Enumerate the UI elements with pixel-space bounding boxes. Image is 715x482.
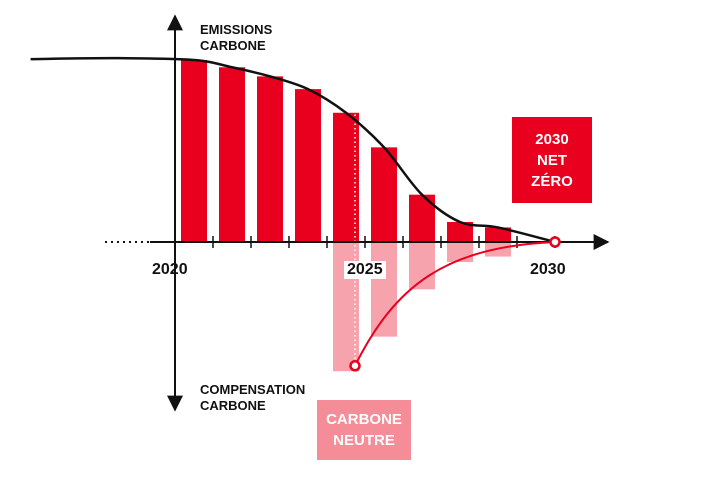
net-zero-badge: 2030 NET ZÉRO [512, 117, 592, 203]
emission-bar-2024 [295, 89, 321, 243]
emission-bar-2022 [219, 67, 245, 242]
compensation-curve [354, 241, 556, 367]
y-axis-bottom-label: COMPENSATION CARBONE [200, 382, 306, 413]
emission-bar-2023 [257, 76, 283, 242]
x-tick-2030: 2030 [530, 261, 566, 278]
compensation-bar-2027 [409, 242, 435, 290]
emission-bar-2026 [371, 147, 397, 242]
compensation-bar-2026 [371, 242, 397, 337]
x-tick-2020: 2020 [152, 261, 188, 278]
carbon-neutral-badge: CARBONE NEUTRE [317, 400, 411, 460]
marker-2025-compensation [349, 360, 361, 372]
emission-bar-2021 [181, 60, 207, 242]
emissions-curve [30, 56, 556, 244]
x-tick-2025: 2025 [344, 261, 386, 279]
emission-bar-2029 [485, 227, 511, 242]
emission-bar-2028 [447, 221, 473, 242]
emission-bar-2025 [333, 112, 359, 242]
y-axis-top-label: EMISSIONS CARBONE [200, 22, 273, 53]
marker-2030-zero [549, 236, 561, 248]
